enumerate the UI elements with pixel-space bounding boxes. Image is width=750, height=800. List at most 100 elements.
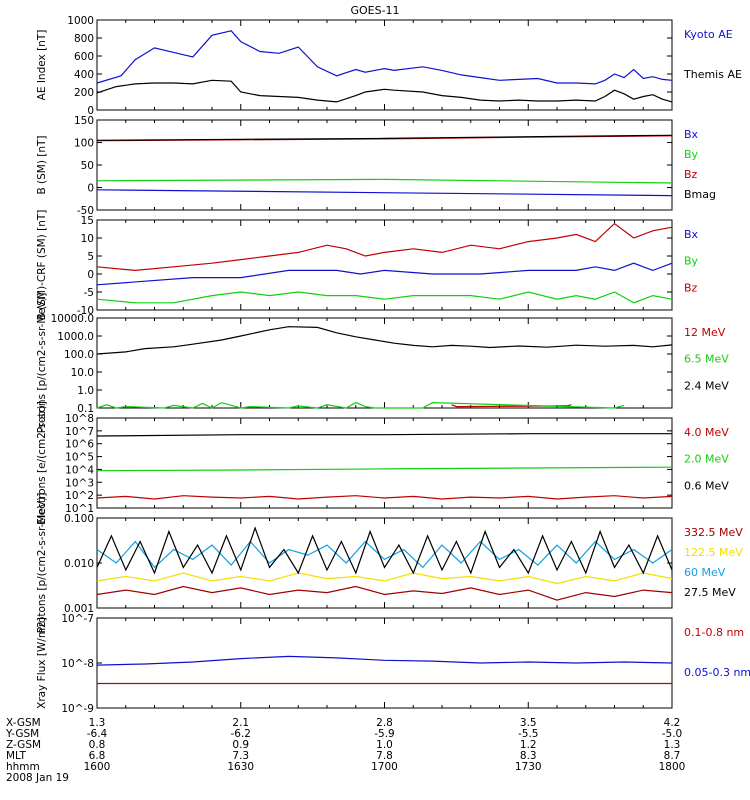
series-line [96,466,673,472]
series-line [96,262,673,286]
x-axis-value: 4.2 [664,717,681,729]
x-axis-row-label: Y-GSM [5,728,39,740]
y-tick-label: 150 [74,115,94,127]
x-axis-value: 0.8 [89,739,106,751]
legend-entry: 27.5 MeV [684,586,736,599]
series-line [96,326,673,355]
legend-entry: Bx [684,228,699,241]
legend-entry: 0.05-0.3 nm [684,666,750,679]
legend-entry: 60 MeV [684,566,726,579]
y-tick-label: 0.001 [64,603,94,615]
legend-entry: 332.5 MeV [684,526,743,539]
y-tick-label: 10^7 [65,426,94,438]
y-tick-label: 1000.0 [57,331,94,343]
y-tick-label: 1.0 [77,385,94,397]
x-axis-value: 1730 [515,761,542,773]
x-axis-value: 2.8 [376,717,393,729]
legend-entry: 12 MeV [684,326,726,339]
y-axis-label: Xray Flux [W/m2] [36,617,48,709]
panel-frame [96,417,673,509]
y-tick-label: 5 [87,251,94,263]
y-axis-label: Protons [p/(cm2-s-sr-MeV)] [36,493,48,634]
series-line [96,526,673,575]
series-line [96,540,673,569]
x-axis-value: 1.3 [89,717,106,729]
x-axis-table: X-GSM 1.3 2.1 2.8 3.5 4.2 Y-GSM -6.4 -6.2 -5.9 -5.… [5,717,685,784]
x-axis-value: 1600 [84,761,111,773]
x-axis-value: 1700 [371,761,398,773]
y-tick-label: 200 [74,87,94,99]
y-tick-label: 0 [87,183,94,195]
x-axis-value: 1800 [659,761,686,773]
legend-entry: 2.4 MeV [684,379,729,392]
legend-entry: Themis AE [683,68,742,81]
x-axis-row-label: Z-GSM [6,739,41,751]
x-axis-value: 1.0 [376,739,393,751]
x-axis-value: 8.3 [520,750,537,762]
y-tick-label: 10^-7 [61,613,94,625]
y-tick-label: 0.100 [64,513,94,525]
plot-title: GOES-11 [350,4,399,17]
legend-entry: By [684,255,699,268]
x-axis-value: 1.3 [664,739,681,751]
x-axis-row-label: MLT [6,750,26,762]
legend-entry: Bz [684,168,698,181]
y-tick-label: 0 [87,105,94,117]
legend-entry: Bz [684,281,698,294]
series-line [96,401,625,409]
legend-entry: 2.0 MeV [684,453,729,466]
y-tick-label: 10^-8 [61,658,94,670]
y-tick-label: 10^8 [65,413,94,425]
y-tick-label: 10^2 [65,490,94,502]
y-tick-label: 0.1 [77,403,94,415]
legend-entry: By [684,148,699,161]
panel-frame [96,219,673,311]
legend-entry: Bmag [684,188,716,201]
x-axis-value: -6.4 [87,728,108,740]
y-axis-label: Protons [p/(cm2-s-sr-MeV)] [36,293,48,434]
series-line [96,222,673,272]
y-tick-label: 10^4 [65,464,94,476]
y-tick-label: 600 [74,51,94,63]
series-line [96,178,673,184]
y-tick-label: 10^-9 [61,703,94,715]
y-tick-label: 100 [74,138,94,150]
y-tick-label: 10000.0 [51,313,94,325]
x-axis-value: -6.2 [231,728,252,740]
y-axis-label: B (SM) [nT] [36,135,48,194]
x-axis-value: 1.2 [520,739,537,751]
y-axis-label: AE Index [nT] [36,30,48,101]
series-line [96,433,672,437]
y-axis-label: B (SM)-CRF (SM) [nT] [36,210,48,321]
y-tick-label: 10^1 [65,503,94,515]
x-axis-row-label: hhmm [6,761,40,773]
y-tick-label: 0 [87,269,94,281]
y-tick-label: -50 [77,205,94,217]
series-line [96,572,673,585]
x-axis-value: 8.7 [664,750,681,762]
x-axis-value: 1630 [227,761,254,773]
legend-entry: 122.5 MeV [684,546,743,559]
x-axis-value: 6.8 [89,750,106,762]
legend-entry: Kyoto AE [684,28,733,41]
y-tick-label: 10^5 [65,452,94,464]
y-tick-label: 400 [74,69,94,81]
x-axis-value: -5.0 [662,728,683,740]
panel-2: -50 0 50 100 150 B (SM) [nT] Bx By Bz Bmag [36,115,716,217]
y-tick-label: -10 [77,305,94,317]
y-tick-label: 1000 [67,15,94,27]
x-axis-value: -5.9 [374,728,395,740]
x-axis-value: 7.3 [232,750,249,762]
x-axis-value: 3.5 [520,717,537,729]
y-tick-label: 800 [74,33,94,45]
series-line [96,495,673,500]
y-tick-label: 0.010 [64,558,94,570]
series-line [96,189,673,197]
panel-frame [96,19,673,111]
x-axis-value: 7.8 [376,750,393,762]
series-line [96,79,673,103]
legend-entry: 4.0 MeV [684,426,729,439]
y-tick-label: 10^3 [65,477,94,489]
